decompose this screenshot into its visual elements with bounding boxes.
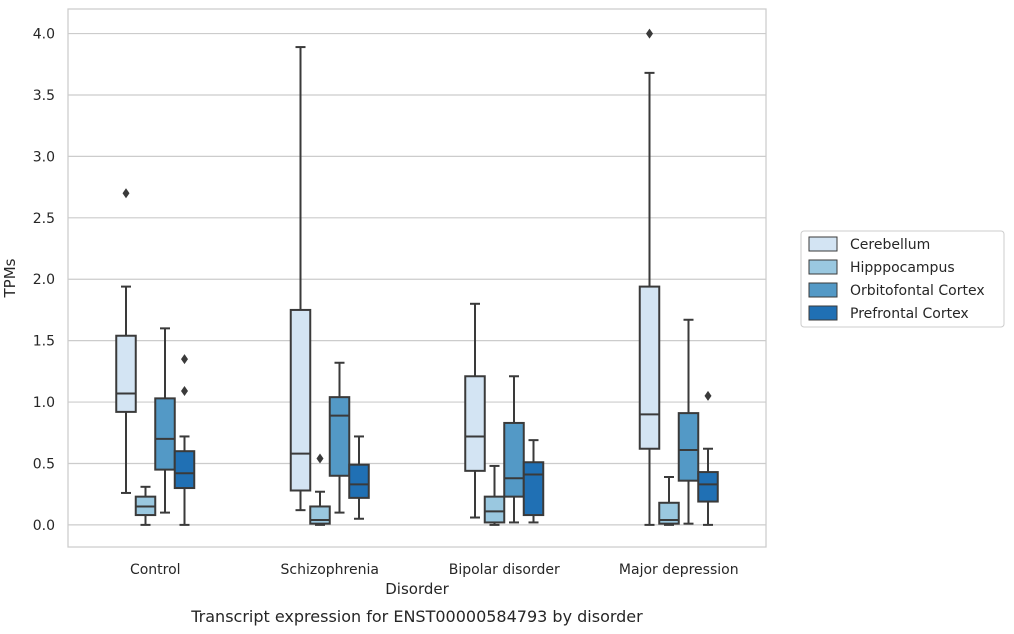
box-iqr <box>522 461 545 517</box>
legend-swatch <box>808 305 838 321</box>
box-prefrontal-cortex <box>348 435 370 520</box>
y-tick-label: 0.0 <box>33 518 55 534</box>
y-axis-ticks: 0.0 0.5 1.0 1.5 2.0 2.5 3.0 3.5 4.0 <box>33 27 55 534</box>
box-cerebellum <box>115 188 137 494</box>
box-iqr <box>289 308 312 492</box>
box-iqr <box>638 285 661 450</box>
box-orbitofontal-cortex <box>154 327 176 514</box>
box-iqr <box>483 495 506 524</box>
box-series <box>115 28 719 526</box>
box-hipppocampus <box>309 453 331 526</box>
box-cerebellum <box>289 46 312 512</box>
box-iqr <box>309 505 331 525</box>
y-tick-label: 2.5 <box>33 211 55 227</box>
legend: Cerebellum Hipppocampus Orbitofontal Corte… <box>800 230 1005 328</box>
box-orbitofontal-cortex <box>503 375 525 524</box>
box-prefrontal-cortex <box>173 354 196 526</box>
box-hipppocampus <box>658 475 680 526</box>
legend-frame <box>800 230 1005 328</box>
box-iqr <box>328 396 351 477</box>
box-iqr <box>115 334 137 413</box>
y-tick-label: 3.5 <box>33 88 55 104</box>
box-iqr <box>348 463 370 499</box>
box-hipppocampus <box>134 485 157 526</box>
outlier-point <box>704 390 712 401</box>
box-prefrontal-cortex <box>522 439 545 524</box>
x-tick-label: Bipolar disorder <box>449 562 560 578</box>
legend-label: Cerebellum <box>850 237 930 253</box>
legend-swatch <box>808 282 838 298</box>
x-axis-label: Disorder <box>385 580 449 598</box>
plot-area-frame <box>67 8 767 548</box>
y-tick-label: 1.0 <box>33 395 55 411</box>
box-iqr <box>658 501 680 525</box>
box-orbitofontal-cortex <box>328 361 351 514</box>
x-tick-label: Major depression <box>619 562 739 578</box>
y-axis-label: TPMs <box>1 258 19 298</box>
box-prefrontal-cortex <box>697 390 719 526</box>
y-tick-label: 4.0 <box>33 27 55 43</box>
box-cerebellum <box>464 302 486 519</box>
box-iqr <box>173 450 196 490</box>
box-iqr <box>677 412 700 482</box>
legend-swatch <box>808 236 838 252</box>
box-iqr <box>154 397 176 471</box>
x-tick-label: Control <box>130 562 181 578</box>
outlier-point <box>646 28 653 39</box>
box-iqr <box>464 375 486 472</box>
x-tick-label: Schizophrenia <box>281 562 379 578</box>
legend-label: Orbitofontal Cortex <box>850 283 985 299</box>
box-iqr <box>503 421 525 498</box>
legend-label: Prefrontal Cortex <box>850 306 969 322</box>
outlier-point <box>181 354 188 365</box>
outlier-point <box>122 188 130 199</box>
outlier-point <box>181 386 188 397</box>
y-tick-label: 2.0 <box>33 272 55 288</box>
y-tick-label: 1.5 <box>33 334 55 350</box>
box-hipppocampus <box>483 464 506 526</box>
box-cerebellum <box>638 28 661 526</box>
chart-caption: Transcript expression for ENST0000058479… <box>190 607 643 626</box>
legend-label: Hipppocampus <box>850 260 955 276</box>
legend-swatch <box>808 259 838 275</box>
x-axis-ticks: Control Schizophrenia Bipolar disorder Majo… <box>130 562 739 578</box>
box-iqr <box>697 471 719 503</box>
box-orbitofontal-cortex <box>677 318 700 525</box>
y-tick-label: 0.5 <box>33 456 55 472</box>
outlier-point <box>316 453 324 464</box>
y-tick-label: 3.0 <box>33 149 55 165</box>
